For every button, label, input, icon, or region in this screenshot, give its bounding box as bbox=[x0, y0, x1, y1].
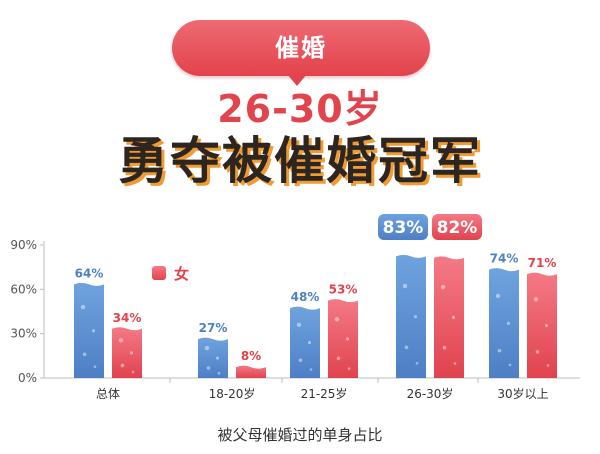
bar-female bbox=[527, 272, 557, 378]
bar-bubble bbox=[544, 323, 549, 328]
data-label-male: 64% bbox=[75, 266, 104, 280]
data-label-female: 82% bbox=[437, 218, 478, 238]
topic-banner bbox=[172, 20, 430, 76]
bar-bubble bbox=[453, 362, 457, 365]
data-label-male: 83% bbox=[383, 218, 424, 238]
x-tick-label: 30岁以上 bbox=[497, 386, 548, 401]
bar-bubble bbox=[298, 358, 303, 363]
bar-bubble bbox=[91, 329, 96, 333]
bar-bubble bbox=[535, 349, 540, 354]
bar-bubble bbox=[402, 283, 408, 289]
data-label-female: 8% bbox=[241, 349, 261, 363]
legend-swatch-female bbox=[152, 266, 166, 280]
bar-bubble bbox=[120, 363, 125, 368]
y-tick-label: 0% bbox=[18, 371, 37, 385]
bar-bubble bbox=[347, 367, 351, 370]
bar-male bbox=[198, 337, 228, 378]
bar-female bbox=[328, 299, 358, 378]
data-label-female: 71% bbox=[528, 256, 557, 270]
bar-bubble bbox=[80, 304, 86, 310]
bar-bubble bbox=[206, 366, 211, 370]
highlight-label-pill bbox=[432, 214, 482, 240]
bar-bubble bbox=[495, 293, 501, 299]
bar-bubble bbox=[336, 356, 341, 361]
bar-bubble bbox=[442, 345, 447, 350]
headline-title: 勇夺被催婚冠军 bbox=[118, 132, 482, 190]
y-tick-label: 90% bbox=[10, 238, 37, 252]
bar-bubble bbox=[451, 315, 456, 320]
x-tick-label: 26-30岁 bbox=[407, 386, 454, 401]
bar-bubble bbox=[217, 371, 221, 375]
x-tick-label: 总体 bbox=[96, 387, 120, 401]
banner-pointer bbox=[287, 74, 307, 86]
bar-female bbox=[236, 365, 266, 378]
bar-male bbox=[396, 254, 426, 378]
headline-age-group: 26-30岁 bbox=[217, 87, 383, 131]
bar-bubble bbox=[508, 363, 512, 367]
bar-bubble bbox=[93, 365, 97, 368]
bar-bubble bbox=[404, 345, 409, 350]
bar-female bbox=[434, 256, 464, 378]
bar-bubble bbox=[497, 348, 502, 353]
data-label-male: 27% bbox=[199, 321, 228, 335]
bar-bubble bbox=[82, 352, 87, 357]
highlight-label-pill bbox=[378, 214, 428, 240]
data-label-female: 34% bbox=[113, 311, 142, 325]
bar-bubble bbox=[204, 345, 210, 351]
bar-bubble bbox=[309, 368, 313, 371]
x-tick-label: 18-20岁 bbox=[209, 386, 256, 401]
data-label-male: 48% bbox=[291, 290, 320, 304]
bar-bubble bbox=[546, 364, 550, 367]
x-tick-label: 21-25岁 bbox=[301, 386, 348, 401]
bar-bubble bbox=[118, 338, 124, 343]
y-tick-label: 30% bbox=[10, 327, 37, 341]
bar-bubble bbox=[131, 370, 135, 374]
bar-bubble bbox=[413, 315, 418, 319]
legend-label-female: 女 bbox=[174, 265, 189, 283]
bar-bubble bbox=[533, 297, 539, 302]
bar-bubble bbox=[129, 351, 134, 355]
bar-bubble bbox=[440, 284, 446, 290]
bar-bubble bbox=[296, 322, 302, 327]
x-axis-title: 被父母催婚过的单身占比 bbox=[217, 426, 383, 444]
bar-bubble bbox=[415, 361, 419, 365]
data-label-male: 74% bbox=[490, 252, 519, 266]
y-tick-label: 60% bbox=[10, 282, 37, 296]
bar-female bbox=[112, 327, 142, 378]
bar-bubble bbox=[215, 356, 220, 360]
bar-male bbox=[489, 268, 519, 378]
bar-bubble bbox=[334, 317, 340, 322]
bar-bubble bbox=[345, 337, 350, 341]
data-label-female: 53% bbox=[329, 283, 358, 297]
bar-bubble bbox=[307, 340, 312, 345]
topic-banner-label: 催婚 bbox=[275, 34, 327, 62]
bar-male bbox=[74, 282, 104, 378]
bar-bubble bbox=[506, 321, 511, 325]
bar-male bbox=[290, 306, 320, 378]
